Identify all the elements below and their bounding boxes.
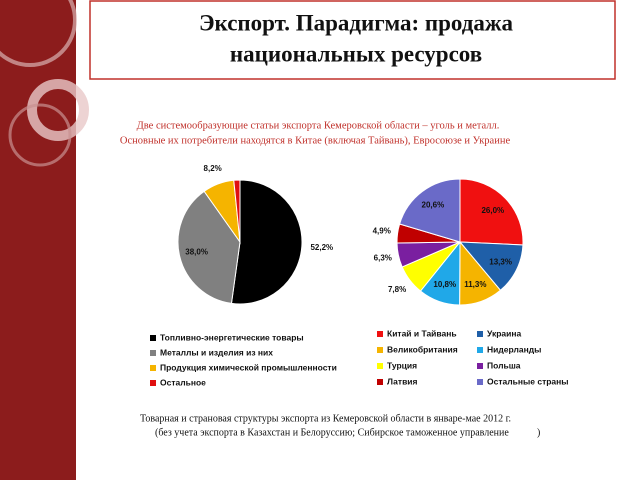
legend-label: Остальные страны [487,376,569,386]
legend-swatch [150,380,156,386]
side-band [0,0,76,480]
title-box [89,0,616,80]
decor-circle [0,0,77,67]
data-label: 38,0% [185,248,208,257]
data-label: 4,9% [373,226,391,235]
pie-slice [459,178,524,246]
slide-title: Экспорт. Парадигма: продажа [199,10,514,35]
legend-label: Топливно-энергетические товары [160,332,304,342]
legend-label: Нидерланды [487,344,541,354]
legend-swatch [477,331,483,337]
decor-circle [27,79,89,141]
data-label: 13,3% [489,257,512,266]
legend-swatch [150,365,156,371]
data-label: 20,6% [422,201,445,210]
legend-swatch [377,363,383,369]
legend-label: Великобритания [387,344,458,354]
subtitle: Основные их потребители находятся в Кита… [120,135,511,146]
pie-slice [233,179,241,243]
data-label: 10,8% [433,280,456,289]
decor-circle [8,103,72,167]
data-label: 6,3% [374,254,392,263]
legend-label: Продукция химической промышленности [160,362,337,372]
pie-slice [177,190,241,304]
footnote: (без учета экспорта в Казахстан и Белору… [155,427,509,438]
data-label: 7,8% [388,285,406,294]
pie-slice [230,179,303,305]
legend-label: Польша [487,360,521,370]
footnote: ) [537,427,540,438]
legend-swatch [477,379,483,385]
legend-label: Китай и Тайвань [387,328,457,338]
legend-swatch [150,335,156,341]
legend-label: Металлы и изделия из них [160,347,273,357]
footnote: Товарная и страновая структуры экспорта … [140,413,511,424]
legend-swatch [377,331,383,337]
legend-label: Латвия [387,376,418,386]
data-label: 8,2% [204,164,222,173]
data-label: 11,3% [464,280,486,289]
subtitle: Две системообразующие статьи экспорта Ке… [137,120,500,131]
legend-label: Украина [487,328,521,338]
pie-slice [398,178,461,243]
data-label: 52,2% [310,243,333,252]
legend-swatch [477,347,483,353]
legend-swatch [477,363,483,369]
legend-swatch [377,379,383,385]
legend-swatch [377,347,383,353]
slide-title: национальных ресурсов [230,41,482,66]
legend-swatch [150,350,156,356]
legend-label: Остальное [160,377,206,387]
data-label: 26,0% [481,206,504,215]
legend-label: Турция [387,360,417,370]
